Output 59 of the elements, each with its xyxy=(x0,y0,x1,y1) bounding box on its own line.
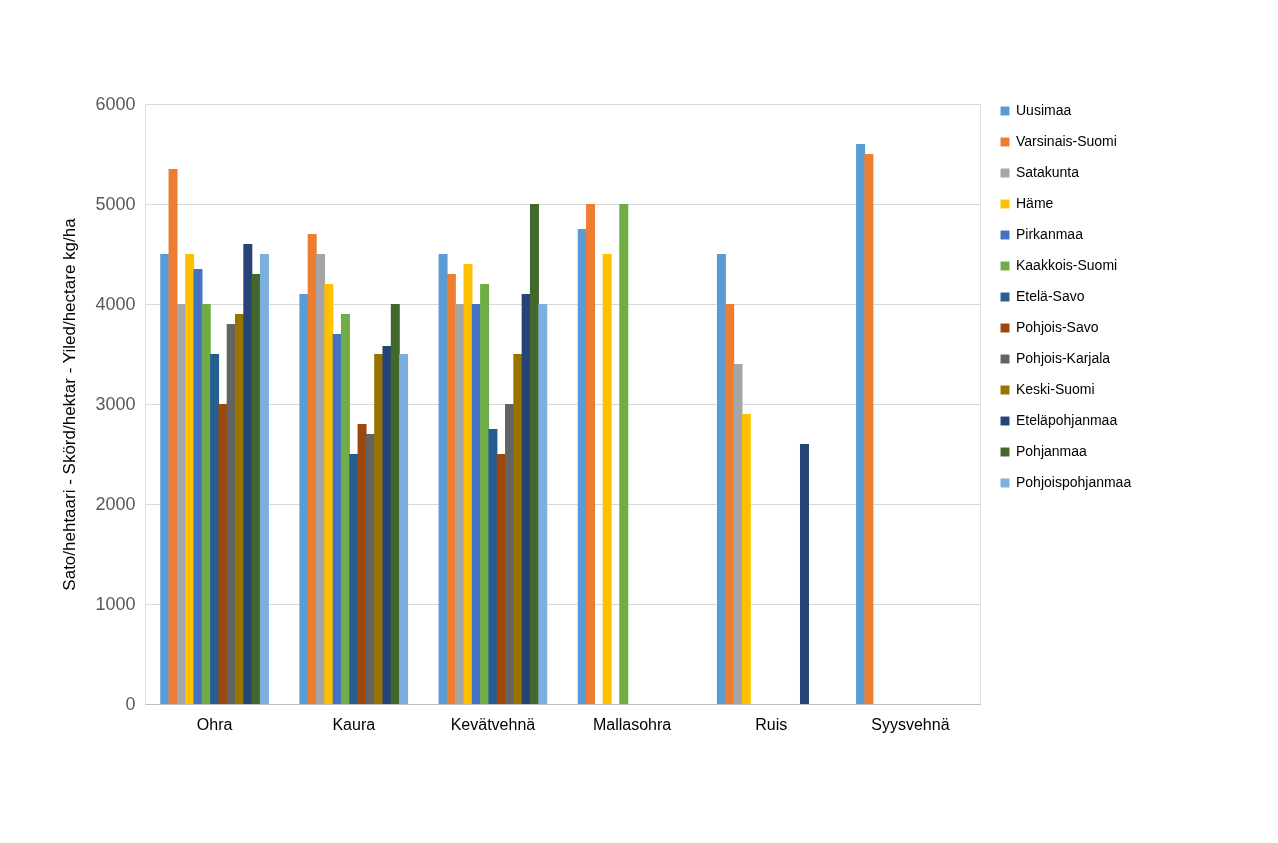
bar xyxy=(864,154,874,704)
bar xyxy=(733,364,743,704)
bar xyxy=(446,274,456,704)
bar xyxy=(168,169,178,704)
bar xyxy=(160,254,170,704)
bar xyxy=(340,314,350,704)
bar xyxy=(741,414,751,704)
bar xyxy=(799,444,809,704)
bar xyxy=(210,354,220,704)
legend-label: Etelä-Savo xyxy=(1016,288,1085,304)
y-tick-label: 2000 xyxy=(95,493,136,514)
bar xyxy=(725,304,735,704)
legend-label: Pohjoispohjanmaa xyxy=(1016,474,1132,490)
y-tick-label: 3000 xyxy=(95,393,136,414)
legend-label: Eteläpohjanmaa xyxy=(1016,412,1118,428)
legend-label: Satakunta xyxy=(1016,164,1080,180)
bar xyxy=(349,454,359,704)
bar xyxy=(218,404,228,704)
y-tick-label: 5000 xyxy=(95,193,136,214)
bar xyxy=(538,304,548,704)
bar xyxy=(193,269,203,704)
bar xyxy=(299,294,309,704)
bar xyxy=(399,354,409,704)
bar xyxy=(259,254,269,704)
bar xyxy=(716,254,726,704)
bar xyxy=(316,254,326,704)
legend-label: Uusimaa xyxy=(1016,102,1072,118)
bar xyxy=(324,284,334,704)
bar xyxy=(586,204,596,704)
legend-label: Häme xyxy=(1016,195,1054,211)
y-tick-label: 1000 xyxy=(95,593,136,614)
legend-label: Pohjois-Savo xyxy=(1016,319,1099,335)
legend-label: Pohjois-Karjala xyxy=(1016,350,1111,366)
x-tick-label: Kaura xyxy=(332,715,376,733)
y-tick-label: 0 xyxy=(125,693,136,714)
bar xyxy=(602,254,612,704)
legend-label: Pirkanmaa xyxy=(1016,226,1084,242)
bar xyxy=(480,284,490,704)
x-tick-label: Kevätvehnä xyxy=(450,715,536,733)
x-tick-label: Ruis xyxy=(755,715,788,733)
bar xyxy=(619,204,629,704)
y-tick-label: 6000 xyxy=(95,93,136,114)
bar xyxy=(390,304,400,704)
x-tick-label: Ohra xyxy=(196,715,233,733)
bar xyxy=(529,204,539,704)
legend-label: Pohjanmaa xyxy=(1016,443,1088,459)
bar xyxy=(382,346,392,704)
bar xyxy=(513,354,523,704)
legend-label: Varsinais-Suomi xyxy=(1016,133,1117,149)
y-axis-title: Sato/hehtaari - Skörd/hektar - Yiled/hectare kg/ha xyxy=(60,217,80,591)
legend-label: Kaakkois-Suomi xyxy=(1016,257,1118,273)
bar xyxy=(463,264,473,704)
bar xyxy=(488,429,498,704)
bar xyxy=(201,304,211,704)
bar xyxy=(243,244,253,704)
y-tick-label: 4000 xyxy=(95,293,136,314)
x-tick-label: Mallasohra xyxy=(592,715,672,733)
x-tick-label: Syysvehnä xyxy=(871,715,950,733)
legend-label: Keski-Suomi xyxy=(1016,381,1095,397)
